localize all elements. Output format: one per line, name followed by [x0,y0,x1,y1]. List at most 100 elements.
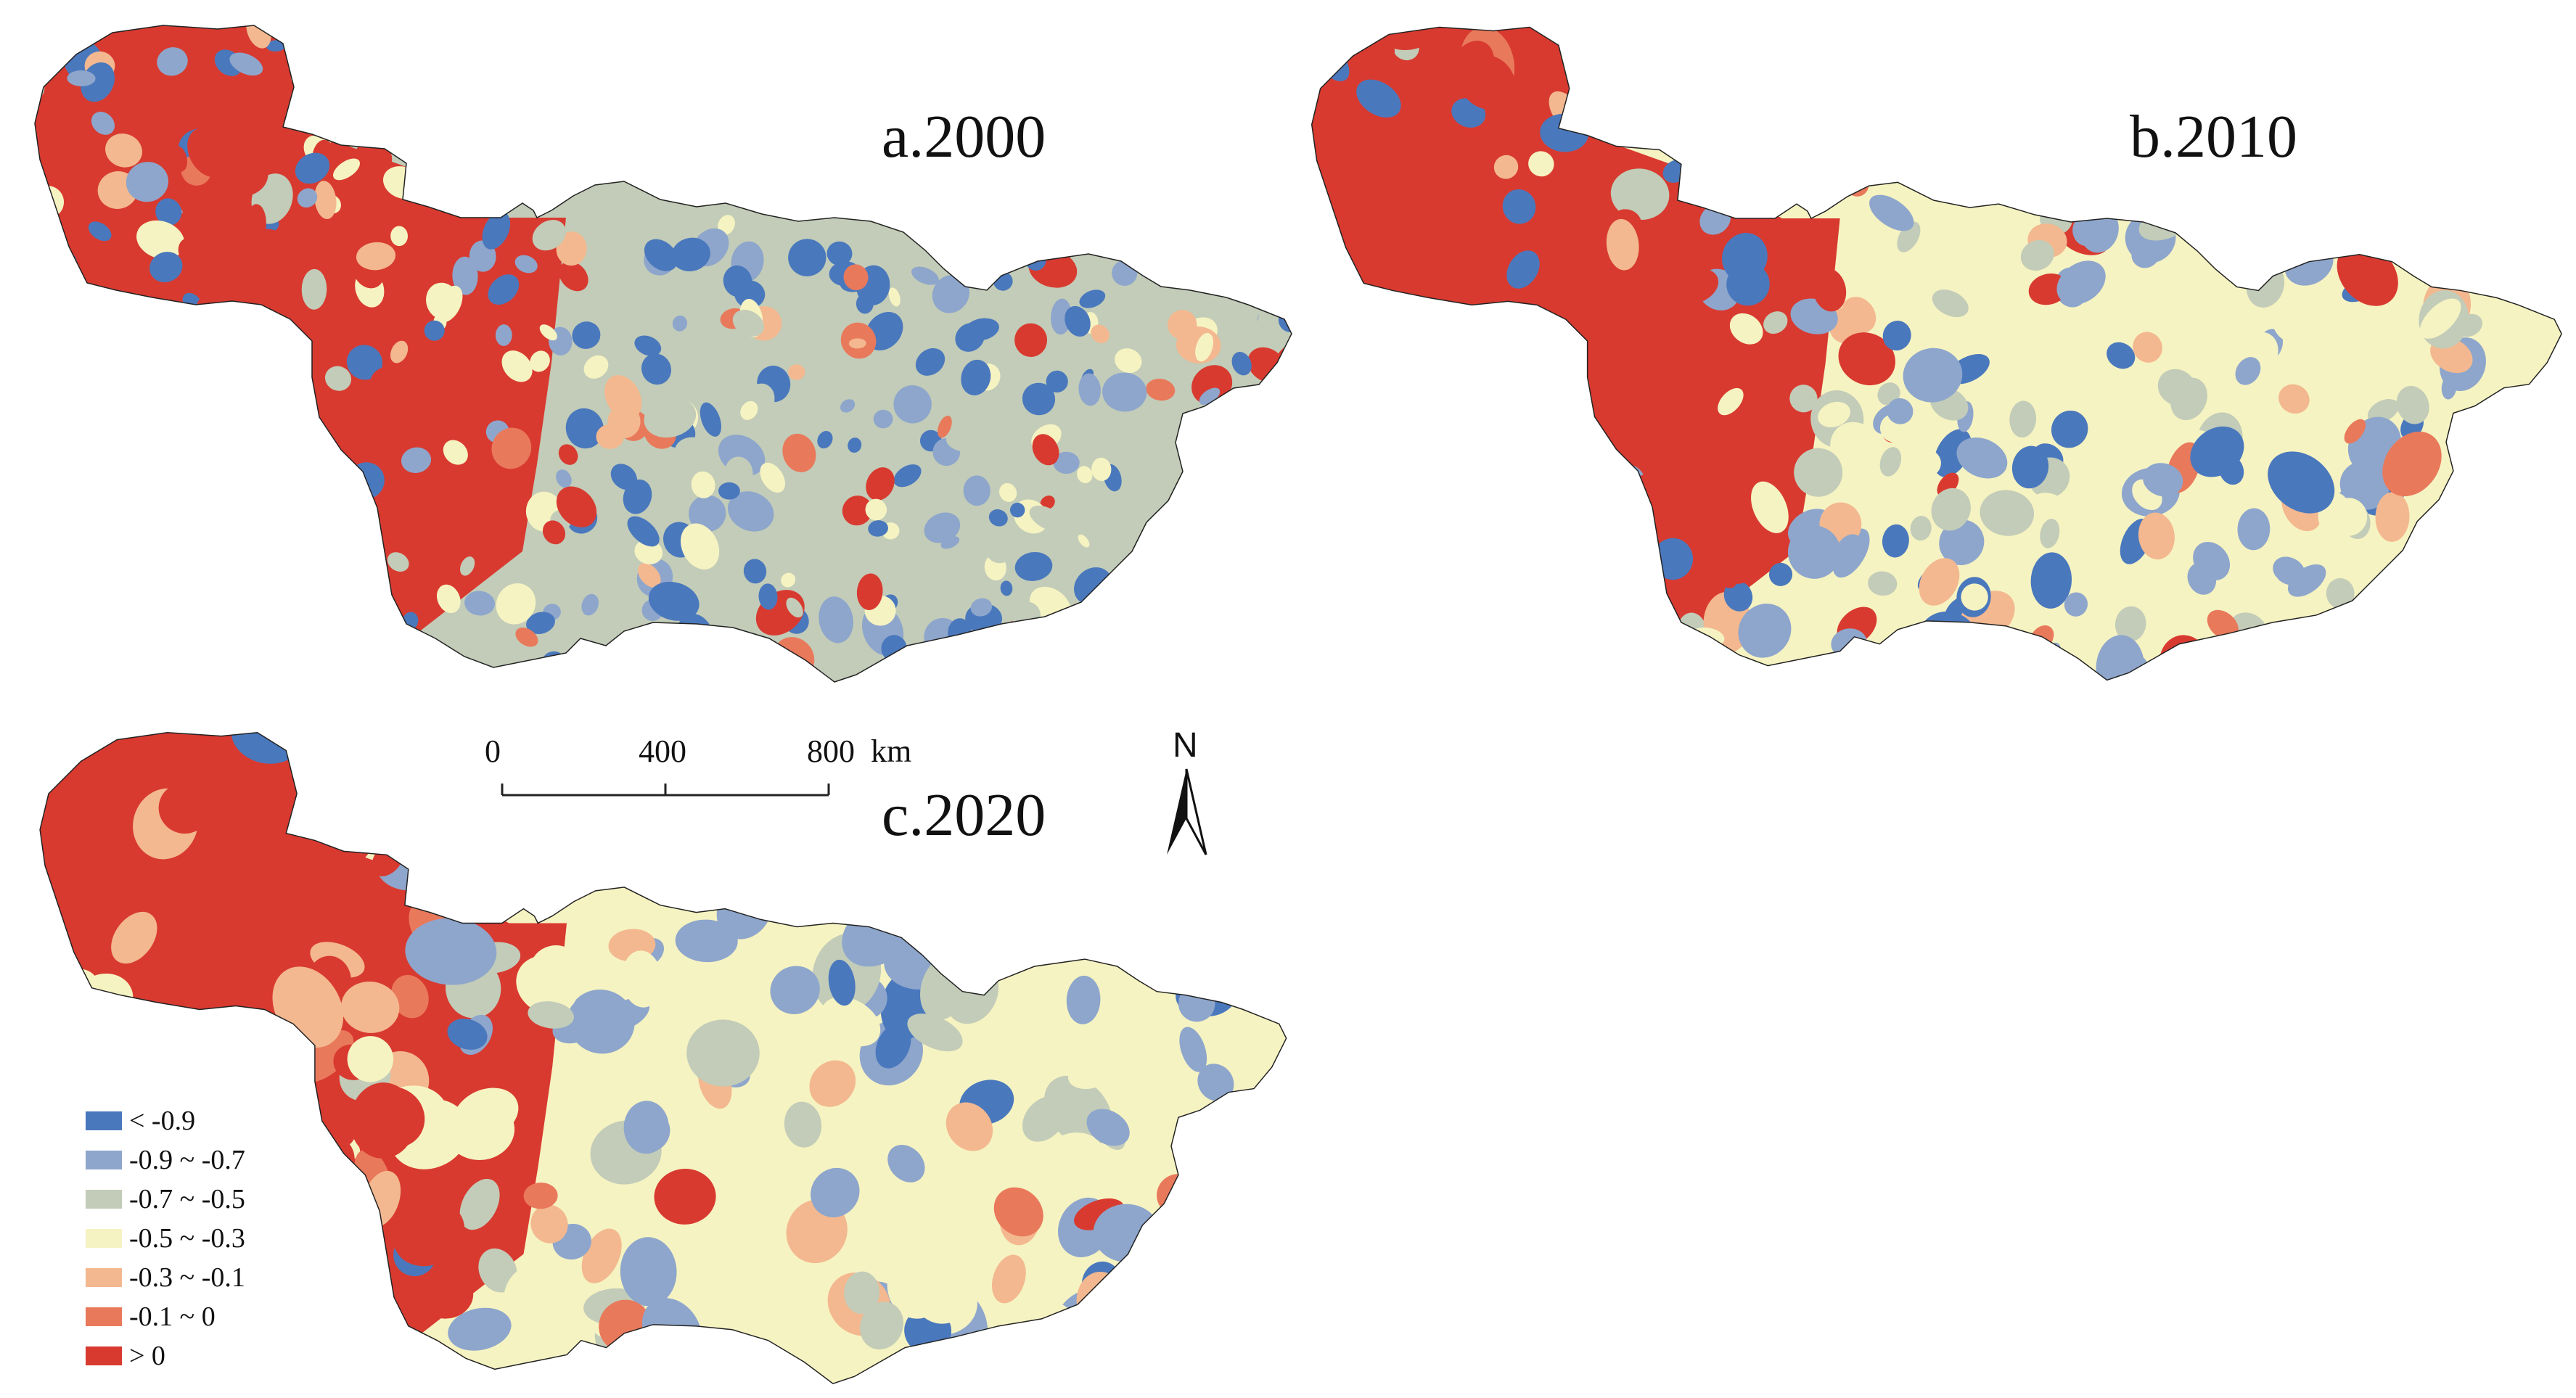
map-a-patch [547,548,564,565]
map-a-patch [64,164,97,200]
map-a-patch [424,320,445,341]
map-a-patch [599,504,622,527]
map-b-patch [2344,419,2366,444]
map-b-patch [2469,220,2511,274]
map-a-patch [1046,370,1068,393]
map-a-patch [558,444,578,465]
map-c-patch [1173,881,1226,937]
map-a-patch [627,516,660,547]
map-c-patch [143,1050,181,1090]
map-b-patch [1795,36,1832,79]
map-a-patch [728,491,774,532]
map-a-patch [35,425,69,464]
map-a-title: a.2000 [882,103,1046,170]
map-b-patch [2237,508,2271,551]
map-b-patch [1576,539,1622,591]
map-a-patch [843,264,869,291]
map-c-svg [39,731,1287,1384]
map-a-patch [400,392,436,428]
map-a-patch [1009,502,1025,518]
map-c-patch [784,1101,822,1148]
map-b-patch [1478,453,1515,482]
map-a-patch [542,520,566,545]
map-a-patch [724,456,753,489]
map-c-patch [40,1026,69,1063]
map-a-patch [991,244,1016,260]
map-b-patch [2287,27,2319,41]
map-c-patch [447,1019,488,1050]
map-b-patch [1369,360,1399,407]
map-c-patch [422,1274,474,1319]
map-b-patch [1338,281,1392,350]
map-a-patch [515,628,538,647]
map-b-patch [2443,604,2472,636]
map-b-patch [1869,194,1914,231]
map-c-patch [860,1302,904,1350]
map-b-patch [1868,571,1898,596]
map-b-patch [1830,95,1854,120]
map-b-patch [1616,627,1675,681]
map-a-patch [1224,25,1251,48]
scale-tick-label-800: 800 [807,733,855,769]
map-a-patch [155,198,182,226]
map-a-patch [963,475,990,506]
map-a-patch [35,322,56,355]
map-a-patch [140,604,162,630]
map-a-patch [110,234,135,250]
map-b-patch [2371,45,2431,107]
map-a-patch [911,266,939,285]
map-a-patch [364,604,389,629]
map-a-patch [488,274,520,305]
map-a-patch [1042,636,1075,663]
map-b-patch [1601,27,1642,74]
map-c-patch [654,1169,716,1225]
map-a-patch [1149,149,1188,188]
map-c-patch [423,761,465,801]
map-c-patch [809,1060,856,1107]
map-a-patch [999,482,1017,502]
legend-swatch [86,1190,122,1209]
map-a-patch [1065,305,1091,337]
map-b-patch [1502,189,1536,224]
map-a-patch [387,552,409,572]
map-a-patch [1027,49,1060,94]
map-c-patch [879,1100,919,1132]
map-c-patch [990,1339,1052,1384]
map-b-patch [1457,251,1507,309]
legend-swatch [86,1111,122,1130]
legend-item: -0.3 ~ -0.1 [86,1258,245,1297]
map-b-patch [2514,448,2562,496]
map-a-patch [1079,500,1096,517]
map-a-patch [136,220,185,260]
map-a-patch [1052,59,1085,92]
map-c-patch [472,862,510,915]
map-a-patch [920,645,956,682]
legend-label: -0.3 ~ -0.1 [129,1262,245,1293]
map-a-patch [893,385,932,424]
map-c-patch [993,1187,1043,1237]
map-b-patch [1838,332,1895,386]
map-c-patch [1099,736,1139,783]
map-b-patch [1601,394,1650,440]
map-a-patch [980,231,1014,264]
map-c-patch [675,919,738,963]
map-a-patch [1187,181,1207,200]
map-b-patch [1659,335,1690,368]
map-b-patch [1932,289,1969,318]
map-a-patch [644,239,678,271]
map-a-patch [319,542,342,566]
map-a-patch [63,488,85,507]
map-a-patch [313,482,354,538]
map-a-patch [872,36,913,87]
legend-item: -0.5 ~ -0.3 [86,1219,245,1258]
map-c-patch [1109,906,1176,967]
map-a-patch [811,390,852,436]
map-a-patch [873,409,893,429]
map-b-patch [1617,108,1660,142]
map-b-patch [1757,36,1785,58]
map-a-patch [578,646,601,669]
map-a-patch [403,75,446,121]
map-b-patch [2490,554,2517,581]
map-c-patch [1046,891,1101,946]
map-a-patch [411,560,435,584]
